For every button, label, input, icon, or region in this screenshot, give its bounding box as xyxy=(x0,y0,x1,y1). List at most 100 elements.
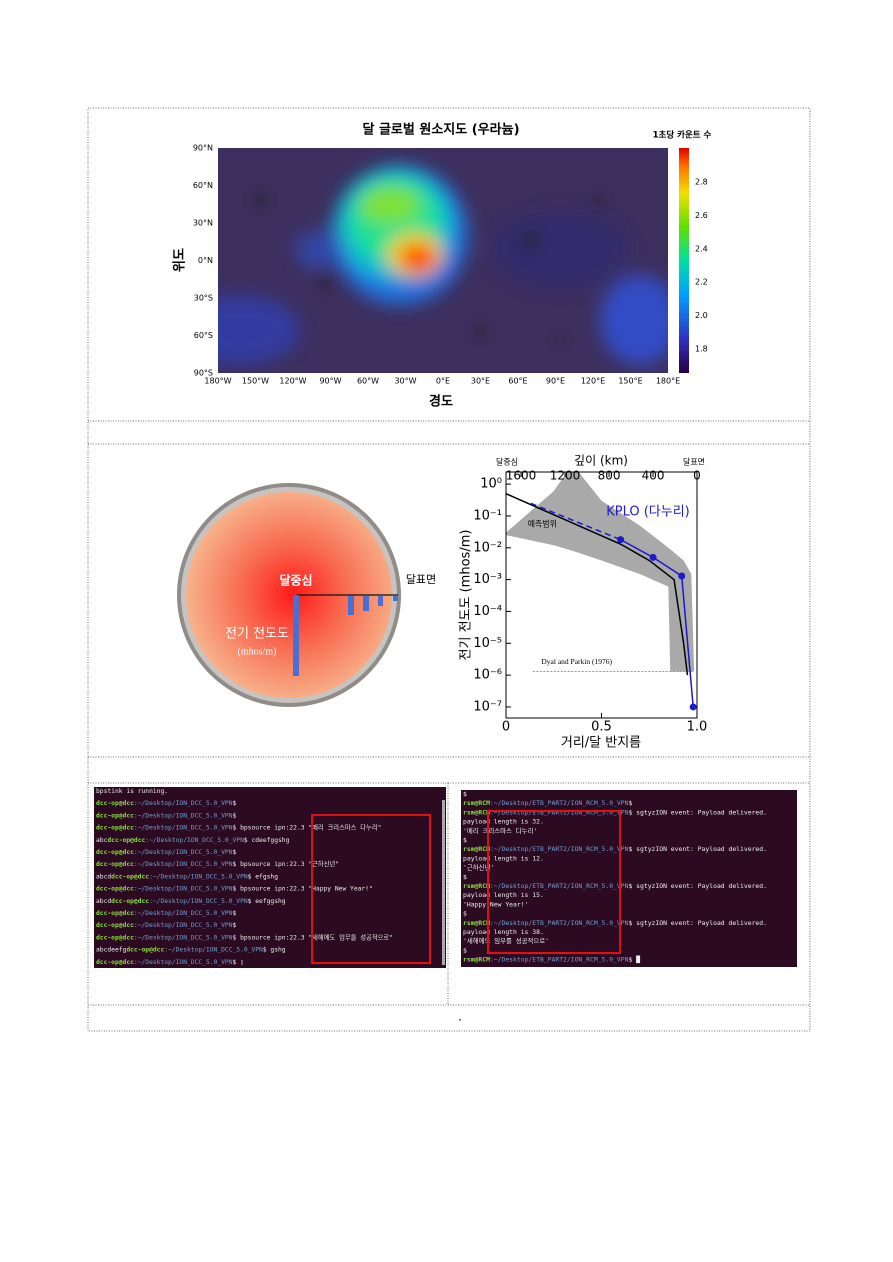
terminal-line: rsm@RCM:~/Desktop/ETB_PART2/ION_RCM_5.0_… xyxy=(463,845,767,853)
terminal-line: $ xyxy=(463,910,467,918)
terminal-cmd: $ bpsource ipn:22.3 "근하신년" xyxy=(233,859,340,868)
unit-label: (mhos/m) xyxy=(238,646,277,657)
terminal-cmd: $ sgtyzION event: Payload delivered. xyxy=(628,845,767,853)
terminal-line: '근하신년' xyxy=(463,863,494,872)
terminal-line: dcc-op@dcc:~/Desktop/ION_DCC_5.0_VPN$ xyxy=(96,800,237,807)
terminal-cmd: $ xyxy=(463,873,467,881)
top-left-label: 달중심 xyxy=(496,457,518,467)
terminal-line: $ xyxy=(463,836,467,844)
terminal-user: dcc-op@dcc xyxy=(96,922,134,929)
lon-tick-label: 60°W xyxy=(357,377,379,386)
terminal-cmd: payload length is 32. xyxy=(463,818,544,826)
data-point xyxy=(689,703,697,711)
lon-tick-label: 30°E xyxy=(471,377,490,386)
lon-tick-label: 180°W xyxy=(204,377,231,386)
lat-tick-label: 60°N xyxy=(193,181,213,190)
terminal-line: dcc-op@dcc:~/Desktop/ION_DCC_5.0_VPN$ bp… xyxy=(96,886,373,893)
terminal-cmd: $ bpsource ipn:22.3 "메리 크리스마스 다누리" xyxy=(233,823,382,832)
terminal-path: :~/Desktop/ION_DCC_5.0_VPN xyxy=(134,910,233,917)
terminal-pre: abcd xyxy=(96,873,111,880)
reference-label: Dyal and Parkin (1976) xyxy=(541,657,612,666)
terminal-path: :~/Desktop/ION_DCC_5.0_VPN xyxy=(145,837,244,844)
terminal-path: :~/Desktop/ETB_PART2/ION_RCM_5.0_VPN xyxy=(490,882,629,890)
terminal-cmd: $ xyxy=(233,812,237,819)
terminal-line: rsm@RCM:~/Desktop/ETB_PART2/ION_RCM_5.0_… xyxy=(463,919,767,927)
terminal-cmd: $ xyxy=(628,799,632,807)
terminal-cmd: $ sgtyzION event: Payload delivered. xyxy=(628,808,767,816)
terminal-line: payload length is 12. xyxy=(463,854,544,862)
terminal-cmd: $ █ xyxy=(628,956,640,964)
top-tick-label: 1600 xyxy=(506,469,537,483)
map-figure: 달 글로벌 원소지도 (우라늄) 1초당 카운트 수 위도 xyxy=(173,122,712,410)
terminal-cmd: '메리 크리스마스 다누리' xyxy=(463,826,537,835)
map-image xyxy=(218,148,668,373)
conductivity-label: 전기 전도도 xyxy=(225,627,289,642)
terminal-line: abcdcc-op@dcc:~/Desktop/ION_DCC_5.0_VPN$… xyxy=(96,837,290,844)
terminal-cmd: $ xyxy=(463,910,467,918)
terminal-path: :~/Desktop/ETB_PART2/ION_RCM_5.0_VPN xyxy=(490,808,629,816)
terminal-cmd: $ sgtyzION event: Payload delivered. xyxy=(628,919,767,927)
y-tick-label: 10⁻² xyxy=(473,540,502,555)
y-tick-label: 10⁻¹ xyxy=(473,508,502,523)
lat-tick-label: 30°N xyxy=(193,219,213,228)
lon-tick-label: 150°W xyxy=(242,377,269,386)
prediction-band xyxy=(506,472,695,672)
lat-tick-label: 90°S xyxy=(194,369,213,378)
terminal-path: :~/Desktop/ION_DCC_5.0_VPN xyxy=(134,959,233,966)
terminal-cmd: '근하신년' xyxy=(463,863,494,872)
lon-tick-label: 90°W xyxy=(319,377,341,386)
colorbar-tick-label: 1.8 xyxy=(695,345,708,354)
terminal-line: 'Happy New Year!' xyxy=(463,900,528,908)
center-label: 달중심 xyxy=(279,573,312,588)
terminal-cmd: $ xyxy=(463,790,467,798)
terminal-line: dcc-op@dcc:~/Desktop/ION_DCC_5.0_VPN$ xyxy=(96,812,237,819)
y-tick-label: 10⁰ xyxy=(480,477,502,492)
terminal-cmd: payload length is 38. xyxy=(463,928,544,936)
terminal-pre: abcd xyxy=(96,898,111,905)
highlight-box xyxy=(311,814,431,964)
terminal-path: :~/Desktop/ION_DCC_5.0_VPN xyxy=(134,800,233,807)
terminal-cmd: $ ▯ xyxy=(233,959,244,966)
terminal-cmd: $ xyxy=(463,946,467,954)
top-tick-label: 400 xyxy=(642,469,665,483)
lon-tick-label: 150°E xyxy=(618,377,642,386)
terminal-cmd: 'Happy New Year!' xyxy=(463,900,528,908)
colorbar-tick-label: 2.4 xyxy=(695,244,708,253)
terminal-cmd: $ gshg xyxy=(263,947,286,954)
terminal-cmd: $ xyxy=(233,800,237,807)
colorbar-tick-label: 2.6 xyxy=(695,211,708,220)
data-point xyxy=(617,536,625,544)
terminal-cmd: $ xyxy=(463,836,467,844)
terminal-user: dcc-op@dcc xyxy=(107,837,145,844)
terminal-line: '새해에도 임무를 성공적으로' xyxy=(463,936,549,945)
terminal-line: rsm@RCM:~/Desktop/ETB_PART2/ION_RCM_5.0_… xyxy=(463,882,767,890)
terminal-user: rsm@RCM xyxy=(463,956,490,964)
terminal-user: dcc-op@dcc xyxy=(111,873,149,880)
y-tick-label: 10⁻⁵ xyxy=(473,636,502,651)
terminal-cmd: bpstink is running. xyxy=(96,788,168,795)
terminal-path: :~/Desktop/ION_DCC_5.0_VPN xyxy=(164,947,263,954)
x-axis-label: 거리/달 반지름 xyxy=(561,736,641,751)
terminal-cmd: $ sgtyzION event: Payload delivered. xyxy=(628,882,767,890)
colorbar-tick-label: 2.0 xyxy=(695,311,708,320)
terminal-cmd: $ efgshg xyxy=(248,873,279,880)
terminal-user: rsm@RCM xyxy=(463,808,490,816)
terminal-line: abcddcc-op@dcc:~/Desktop/ION_DCC_5.0_VPN… xyxy=(96,898,286,905)
terminal-line: rsm@RCM:~/Desktop/ETB_PART2/ION_RCM_5.0_… xyxy=(463,808,767,816)
terminal-path: :~/Desktop/ETB_PART2/ION_RCM_5.0_VPN xyxy=(490,845,629,853)
terminal-cmd: $ eefggshg xyxy=(248,898,286,905)
top-tick-label: 0 xyxy=(693,469,701,483)
x-axis-label: 경도 xyxy=(429,394,453,410)
lon-tick-label: 0°E xyxy=(436,377,450,386)
terminal-user: dcc-op@dcc xyxy=(96,886,134,893)
lat-tick-label: 0°N xyxy=(198,256,213,265)
colorbar-label: 1초당 카운트 수 xyxy=(653,130,712,141)
map-title: 달 글로벌 원소지도 (우라늄) xyxy=(362,122,519,138)
y-tick-label: 10⁻⁴ xyxy=(473,604,502,619)
series-label: KPLO (다누리) xyxy=(606,505,690,520)
terminal-user: rsm@RCM xyxy=(463,799,490,807)
surface-label: 달표면 xyxy=(406,573,436,586)
terminal-path: :~/Desktop/ION_DCC_5.0_VPN xyxy=(134,922,233,929)
terminal-path: :~/Desktop/ETB_PART2/ION_RCM_5.0_VPN xyxy=(490,956,629,964)
